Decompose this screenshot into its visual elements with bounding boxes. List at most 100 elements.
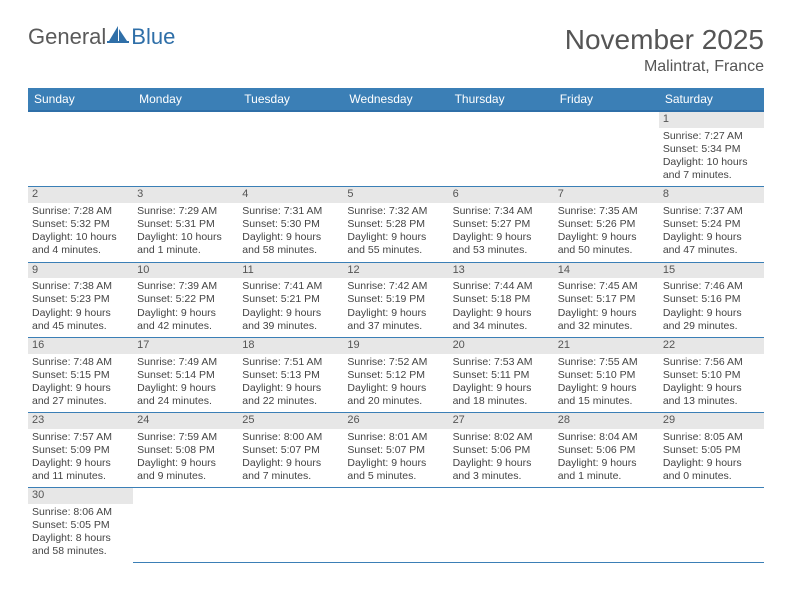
location-label: Malintrat, France <box>565 58 764 76</box>
sunset-text: Sunset: 5:07 PM <box>347 444 444 457</box>
calendar-day-cell: 26Sunrise: 8:01 AMSunset: 5:07 PMDayligh… <box>343 413 448 488</box>
sunrise-text: Sunrise: 7:57 AM <box>32 431 129 444</box>
calendar-day-cell: 3Sunrise: 7:29 AMSunset: 5:31 PMDaylight… <box>133 187 238 262</box>
calendar-day-cell: 5Sunrise: 7:32 AMSunset: 5:28 PMDaylight… <box>343 187 448 262</box>
sunrise-text: Sunrise: 7:59 AM <box>137 431 234 444</box>
sunrise-text: Sunrise: 7:49 AM <box>137 356 234 369</box>
logo-text-general: General <box>28 24 106 50</box>
day-number: 20 <box>449 338 554 354</box>
daylight-text: Daylight: 9 hours and 50 minutes. <box>558 231 655 257</box>
calendar-day-cell <box>449 111 554 187</box>
calendar-day-cell: 27Sunrise: 8:02 AMSunset: 5:06 PMDayligh… <box>449 413 554 488</box>
calendar-week-row: 9Sunrise: 7:38 AMSunset: 5:23 PM Daylight… <box>28 262 764 337</box>
calendar-day-cell: 7 Sunrise: 7:35 AMSunset: 5:26 PMDaylight… <box>554 187 659 262</box>
sunset-text: Sunset: 5:10 PM <box>663 369 760 382</box>
weekday-header: Tuesday <box>238 88 343 111</box>
sunrise-text: Sunrise: 7:51 AM <box>242 356 339 369</box>
day-number: 14 <box>554 263 659 279</box>
day-number: 22 <box>659 338 764 354</box>
day-number: 7 <box>554 187 659 203</box>
day-number: 19 <box>343 338 448 354</box>
sunset-text: Sunset: 5:17 PM <box>558 293 655 306</box>
page-header: General Blue November 2025 Malintrat, Fr… <box>28 24 764 76</box>
sunrise-text: Sunrise: 7:41 AM <box>242 280 339 293</box>
day-number: 25 <box>238 413 343 429</box>
calendar-day-cell <box>659 488 764 563</box>
sunset-text: Sunset: 5:26 PM <box>558 218 655 231</box>
calendar-day-cell: 9Sunrise: 7:38 AMSunset: 5:23 PMDaylight… <box>28 262 133 337</box>
calendar-day-cell <box>343 111 448 187</box>
weekday-header-row: Sunday Monday Tuesday Wednesday Thursday… <box>28 88 764 111</box>
day-number: 2 <box>28 187 133 203</box>
day-number: 13 <box>449 263 554 279</box>
calendar-day-cell: 4Sunrise: 7:31 AMSunset: 5:30 PMDaylight… <box>238 187 343 262</box>
header-right: November 2025 Malintrat, France <box>565 24 764 76</box>
sunset-text: Sunset: 5:10 PM <box>558 369 655 382</box>
sunset-text: Sunset: 5:32 PM <box>32 218 129 231</box>
sunrise-text: Sunrise: 7:35 AM <box>558 205 655 218</box>
calendar-day-cell: 12Sunrise: 7:42 AMSunset: 5:19 PMDayligh… <box>343 262 448 337</box>
sunset-text: Sunset: 5:05 PM <box>32 519 129 532</box>
sunrise-text: Sunrise: 7:31 AM <box>242 205 339 218</box>
weekday-header: Monday <box>133 88 238 111</box>
daylight-text: Daylight: 9 hours and 7 minutes. <box>242 457 339 483</box>
day-number: 5 <box>343 187 448 203</box>
calendar-day-cell <box>238 111 343 187</box>
sunset-text: Sunset: 5:14 PM <box>137 369 234 382</box>
daylight-text: Daylight: 9 hours and 32 minutes. <box>558 307 655 333</box>
calendar-day-cell: 2Sunrise: 7:28 AMSunset: 5:32 PMDaylight… <box>28 187 133 262</box>
sunset-text: Sunset: 5:11 PM <box>453 369 550 382</box>
weekday-header: Wednesday <box>343 88 448 111</box>
sunrise-text: Sunrise: 7:28 AM <box>32 205 129 218</box>
daylight-text: Daylight: 9 hours and 29 minutes. <box>663 307 760 333</box>
calendar-day-cell <box>238 488 343 563</box>
day-number: 18 <box>238 338 343 354</box>
daylight-text: Daylight: 9 hours and 55 minutes. <box>347 231 444 257</box>
calendar-day-cell: 24Sunrise: 7:59 AMSunset: 5:08 PMDayligh… <box>133 413 238 488</box>
calendar-body: 1Sunrise: 7:27 AMSunset: 5:34 PMDaylight… <box>28 111 764 563</box>
daylight-text: Daylight: 9 hours and 13 minutes. <box>663 382 760 408</box>
daylight-text: Daylight: 9 hours and 5 minutes. <box>347 457 444 483</box>
calendar-day-cell: 16Sunrise: 7:48 AMSunset: 5:15 PMDayligh… <box>28 337 133 412</box>
sunrise-text: Sunrise: 7:27 AM <box>663 130 760 143</box>
day-number: 1 <box>659 112 764 128</box>
sunrise-text: Sunrise: 7:56 AM <box>663 356 760 369</box>
daylight-text: Daylight: 8 hours and 58 minutes. <box>32 532 129 558</box>
calendar-day-cell: 1Sunrise: 7:27 AMSunset: 5:34 PMDaylight… <box>659 111 764 187</box>
sunset-text: Sunset: 5:09 PM <box>32 444 129 457</box>
sunrise-text: Sunrise: 7:29 AM <box>137 205 234 218</box>
day-number: 24 <box>133 413 238 429</box>
sunrise-text: Sunrise: 7:32 AM <box>347 205 444 218</box>
daylight-text: Daylight: 9 hours and 15 minutes. <box>558 382 655 408</box>
sunset-text: Sunset: 5:24 PM <box>663 218 760 231</box>
daylight-text: Daylight: 9 hours and 42 minutes. <box>137 307 234 333</box>
sunrise-text: Sunrise: 7:48 AM <box>32 356 129 369</box>
daylight-text: Daylight: 9 hours and 47 minutes. <box>663 231 760 257</box>
calendar-day-cell <box>449 488 554 563</box>
daylight-text: Daylight: 9 hours and 37 minutes. <box>347 307 444 333</box>
sunset-text: Sunset: 5:07 PM <box>242 444 339 457</box>
sunrise-text: Sunrise: 8:05 AM <box>663 431 760 444</box>
daylight-text: Daylight: 10 hours and 1 minute. <box>137 231 234 257</box>
sunrise-text: Sunrise: 7:38 AM <box>32 280 129 293</box>
calendar-day-cell: 18Sunrise: 7:51 AMSunset: 5:13 PMDayligh… <box>238 337 343 412</box>
sunset-text: Sunset: 5:19 PM <box>347 293 444 306</box>
calendar-day-cell: 10Sunrise: 7:39 AMSunset: 5:22 PMDayligh… <box>133 262 238 337</box>
sunset-text: Sunset: 5:06 PM <box>453 444 550 457</box>
calendar-day-cell: 28Sunrise: 8:04 AMSunset: 5:06 PMDayligh… <box>554 413 659 488</box>
day-number: 9 <box>28 263 133 279</box>
day-number: 15 <box>659 263 764 279</box>
sunrise-text: Sunrise: 8:01 AM <box>347 431 444 444</box>
daylight-text: Daylight: 9 hours and 11 minutes. <box>32 457 129 483</box>
sunset-text: Sunset: 5:23 PM <box>32 293 129 306</box>
day-number: 17 <box>133 338 238 354</box>
daylight-text: Daylight: 9 hours and 3 minutes. <box>453 457 550 483</box>
month-title: November 2025 <box>565 24 764 56</box>
sail-icon <box>106 24 131 50</box>
sunrise-text: Sunrise: 7:44 AM <box>453 280 550 293</box>
calendar-day-cell: 23Sunrise: 7:57 AMSunset: 5:09 PMDayligh… <box>28 413 133 488</box>
sunrise-text: Sunrise: 7:46 AM <box>663 280 760 293</box>
sunset-text: Sunset: 5:31 PM <box>137 218 234 231</box>
day-number: 21 <box>554 338 659 354</box>
sunrise-text: Sunrise: 7:42 AM <box>347 280 444 293</box>
